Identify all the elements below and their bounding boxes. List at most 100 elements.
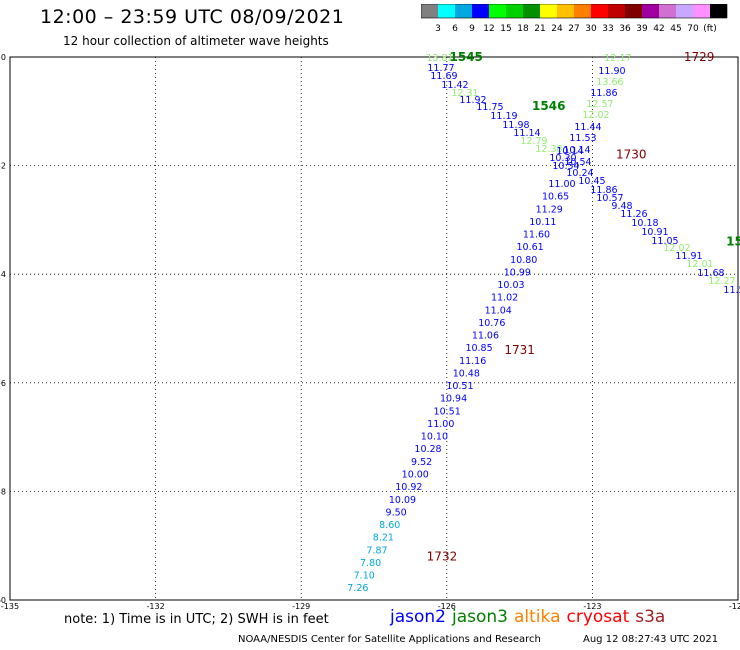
swh-value-label: 10.11	[529, 217, 556, 228]
swh-value-label: 10.65	[542, 192, 569, 203]
colorbar-label: (ft)	[703, 24, 717, 34]
colorbar-swatch	[625, 4, 642, 18]
swh-value-label: 11.04	[485, 305, 512, 316]
colorbar-label: 24	[551, 24, 563, 34]
colorbar-label: 33	[602, 24, 613, 34]
swh-value-label: 11.02	[491, 293, 518, 304]
colorbar-label: 15	[500, 24, 511, 34]
colorbar-label: 45	[670, 24, 681, 34]
colorbar-label: 6	[452, 24, 458, 34]
swh-value-label: 10.85	[465, 343, 492, 354]
longitude-label: -132	[147, 602, 165, 610]
colorbar-swatch	[472, 4, 489, 18]
swh-value-label: 10.61	[516, 242, 543, 253]
colorbar-label: 18	[517, 24, 529, 34]
swh-value-label: 11.19	[490, 111, 517, 122]
satellite-legend-altika: altika	[514, 607, 561, 627]
swh-value-label: 11.42	[441, 80, 468, 91]
swh-value-label: 7.10	[354, 571, 375, 582]
colorbar-swatch	[421, 4, 438, 18]
colorbar-label: 3	[435, 24, 441, 34]
swh-value-label: 11.91	[675, 251, 702, 262]
satellite-legend-jason3: jason3	[452, 607, 508, 627]
colorbar-label: 30	[585, 24, 597, 34]
swh-value-label: 12.02	[663, 243, 690, 254]
swh-value-label: 7.87	[366, 545, 387, 556]
colorbar-label: 70	[687, 24, 699, 34]
colorbar-label: 36	[619, 24, 631, 34]
swh-value-label: 10.09	[389, 495, 416, 506]
swh-value-label: 9.48	[611, 201, 632, 212]
satellite-legend-jason2: jason2	[390, 607, 446, 627]
swh-value-label: 10.54	[564, 157, 591, 168]
swh-value-label: 12.38	[535, 144, 562, 155]
latitude-label: -58	[0, 487, 6, 496]
swh-value-label: 11.69	[430, 71, 457, 82]
footer-note: note: 1) Time is in UTC; 2) SWH is in fe…	[64, 612, 329, 627]
satellite-legend-s3a: s3a	[635, 607, 666, 627]
swh-value-label: 10.03	[497, 280, 524, 291]
latitude-label: -52	[0, 162, 6, 171]
swh-value-label: 11.29	[536, 204, 563, 215]
swh-value-label: 10.10	[421, 432, 448, 443]
swh-value-label: 11.98	[502, 120, 529, 131]
colorbar-swatch	[608, 4, 625, 18]
colorbar-label: 12	[483, 24, 494, 34]
colorbar-swatch	[489, 4, 506, 18]
colorbar-swatch	[438, 4, 455, 18]
swh-value-label: 11.16	[459, 356, 486, 367]
swh-value-label: 10.92	[395, 482, 422, 493]
swh-value-label: 11.26	[620, 209, 647, 220]
colorbar-swatch	[523, 4, 540, 18]
pass-time-label: 1730	[616, 148, 647, 162]
map-title: 12:00 – 23:59 UTC 08/09/2021	[40, 6, 345, 28]
latitude-label: -54	[0, 270, 6, 279]
swh-value-label: 10.51	[434, 406, 461, 417]
swh-value-label: 10.28	[414, 444, 441, 455]
satellite-legend-cryosat: cryosat	[566, 607, 630, 627]
swh-value-label: 11.77	[427, 63, 454, 74]
pass-time-label: 1545	[450, 50, 483, 64]
swh-value-label: 11.86	[590, 185, 617, 196]
swh-value-label: 10.14	[563, 145, 590, 156]
swh-value-label: 10.76	[478, 318, 505, 329]
swh-value-label: 11.60	[523, 230, 550, 241]
swh-value-label: 10.51	[446, 381, 473, 392]
swh-value-label: 11.92	[459, 95, 486, 106]
pass-time-label: 1732	[427, 550, 458, 564]
longitude-label: -120	[729, 602, 740, 610]
latitude-label: -50	[0, 53, 6, 62]
swh-value-label: 11.5	[723, 285, 740, 296]
swh-value-label: 13.66	[596, 77, 623, 88]
swh-value-label: 11.00	[427, 419, 454, 430]
colorbar-swatch	[676, 4, 693, 18]
credit-line: NOAA/NESDIS Center for Satellite Applica…	[238, 634, 541, 645]
swh-value-label: 13.81	[426, 53, 453, 64]
swh-value-label: 12.79	[520, 136, 547, 147]
colorbar-label: 42	[653, 24, 664, 34]
colorbar-label: 21	[534, 24, 545, 34]
swh-value-label: 10.00	[402, 469, 429, 480]
swh-value-label: 12.17	[604, 53, 631, 64]
swh-value-label: 11.53	[569, 133, 596, 144]
swh-value-label: 8.21	[373, 533, 394, 544]
swh-value-label: 11.00	[548, 179, 575, 190]
swh-value-label: 10.91	[641, 227, 668, 238]
colorbar-label: 27	[568, 24, 579, 34]
longitude-label: -135	[1, 602, 19, 610]
colorbar-swatch	[540, 4, 557, 18]
swh-value-label: 11.44	[574, 122, 601, 133]
map-frame	[9, 56, 739, 601]
generated-timestamp: Aug 12 08:27:43 UTC 2021	[583, 634, 719, 645]
longitude-label: -129	[292, 602, 310, 610]
swh-value-label: 10.45	[578, 176, 605, 187]
swh-value-label: 10.30	[549, 153, 576, 164]
colorbar-swatch	[710, 4, 727, 18]
swh-colorbar: 3 6 9 12 15 18 21 24 27 30 33 36 39 42 45 70 (ft)	[421, 4, 728, 34]
satellite-legend: jason2 jason3 altika cryosat s3a	[390, 607, 671, 627]
colorbar-label: 39	[636, 24, 648, 34]
swh-value-label: 10.57	[596, 193, 623, 204]
swh-value-label: 10.14	[556, 146, 583, 157]
swh-value-label: 11.14	[513, 128, 540, 139]
colorbar-swatch	[455, 4, 472, 18]
